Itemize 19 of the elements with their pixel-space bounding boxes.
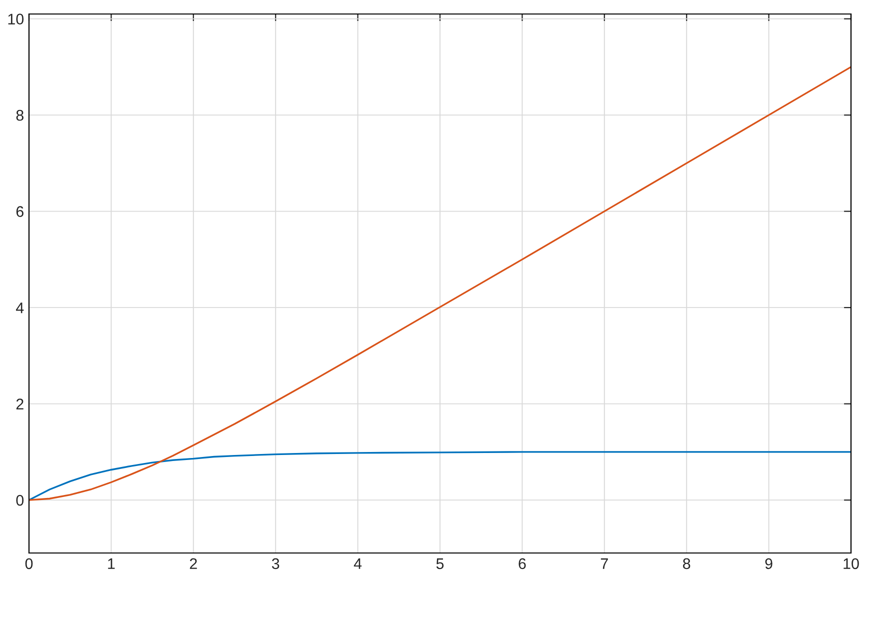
x-tick-label: 9: [765, 558, 772, 570]
line-series: [29, 451, 851, 501]
x-tick-label: 7: [600, 558, 608, 569]
line-series: [29, 66, 851, 501]
y-tick-label: 6: [16, 206, 24, 217]
x-tick-label: 4: [354, 558, 362, 569]
y-tick-label: 2: [16, 398, 24, 410]
y-tick-label: 0: [16, 494, 24, 506]
x-tick-label: 6: [518, 558, 526, 570]
x-tick-label: 3: [272, 558, 280, 570]
x-tick-label: 0: [25, 558, 33, 570]
x-tick-label: 10: [844, 558, 859, 570]
x-tick-label: 2: [190, 558, 197, 569]
x-tick-label: 8: [683, 558, 690, 570]
x-tick-label: 5: [436, 558, 444, 570]
y-tick-label: 8: [16, 110, 24, 121]
x-tick-label: 1: [108, 558, 115, 569]
y-tick-label: 4: [16, 302, 24, 314]
y-tick-label: 10: [8, 14, 24, 24]
